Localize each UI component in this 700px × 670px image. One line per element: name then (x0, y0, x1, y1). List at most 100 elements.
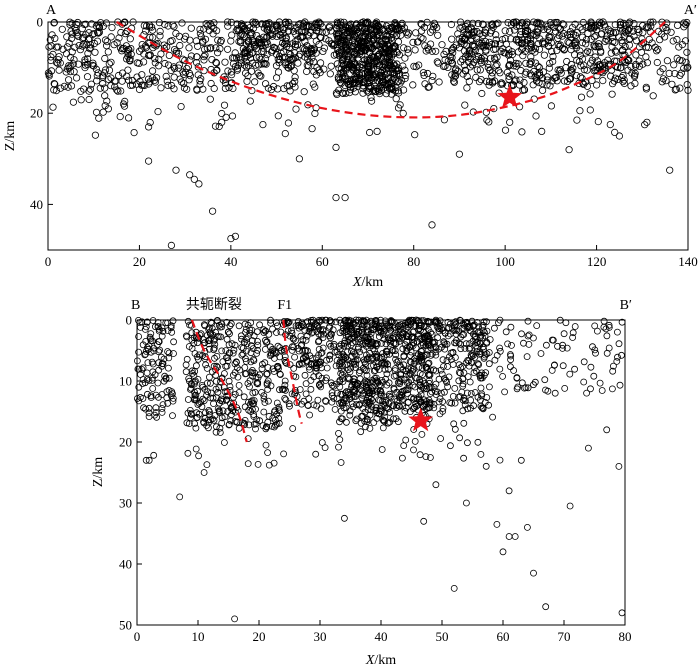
earthquake-marker (344, 80, 352, 88)
earthquake-marker (86, 85, 95, 93)
earthquake-marker (128, 81, 137, 89)
earthquake-marker (612, 48, 620, 56)
earthquake-marker (333, 32, 341, 40)
earthquake-marker (157, 84, 165, 92)
earthquake-marker (506, 363, 514, 371)
earthquake-marker (552, 73, 560, 82)
earthquake-marker (598, 30, 606, 38)
earthquake-marker (424, 317, 432, 325)
earthquake-marker (425, 338, 433, 346)
earthquake-marker (334, 46, 342, 55)
earthquake-marker (411, 357, 419, 365)
earthquake-marker (452, 320, 460, 328)
earthquake-marker (264, 449, 272, 457)
earthquake-marker (515, 81, 524, 89)
earthquake-marker (498, 80, 506, 88)
earthquake-marker (187, 386, 194, 393)
earthquake-marker (269, 82, 278, 91)
earthquake-marker (195, 351, 203, 359)
earthquake-marker (428, 77, 436, 85)
earthquake-marker (251, 41, 259, 49)
earthquake-marker (588, 56, 596, 64)
earthquake-marker (421, 351, 429, 359)
earthquake-marker (604, 37, 612, 45)
earthquake-marker (142, 456, 150, 464)
earthquake-marker (321, 316, 329, 324)
earthquake-marker (319, 47, 327, 56)
earthquake-marker (545, 64, 553, 72)
earthquake-marker (171, 64, 179, 73)
earthquake-marker (342, 354, 350, 362)
earthquake-marker (133, 357, 141, 365)
earthquake-marker (603, 332, 611, 340)
earthquake-marker (482, 318, 490, 326)
earthquake-marker (585, 444, 592, 452)
earthquake-marker (345, 23, 354, 31)
earthquake-marker (282, 61, 290, 69)
earthquake-marker (427, 366, 435, 374)
earthquake-marker (503, 82, 512, 90)
earthquake-marker (258, 60, 266, 68)
earthquake-marker (663, 26, 671, 35)
earthquake-marker (193, 414, 201, 422)
earthquake-marker (182, 361, 190, 369)
earthquake-hypocenters (44, 18, 692, 249)
earthquake-marker (388, 43, 396, 52)
earthquake-marker (359, 34, 368, 42)
earthquake-marker (373, 387, 381, 395)
earthquake-marker (265, 412, 273, 420)
earthquake-marker (201, 385, 209, 393)
earthquake-marker (336, 362, 344, 370)
earthquake-marker (524, 45, 532, 53)
y-tick-label: 10 (119, 374, 132, 389)
earthquake-marker (424, 346, 432, 354)
earthquake-marker (141, 81, 149, 90)
earthquake-marker (231, 232, 239, 240)
earthquake-marker (234, 62, 242, 70)
x-tick-label: 60 (316, 254, 329, 269)
earthquake-marker (523, 353, 531, 361)
earthquake-marker (450, 74, 458, 82)
earthquake-marker (509, 18, 517, 27)
earthquake-marker (424, 360, 432, 368)
earthquake-marker (370, 419, 378, 426)
earthquake-marker (593, 63, 601, 71)
earthquake-marker (415, 396, 423, 404)
earthquake-marker (272, 349, 280, 357)
earthquake-marker (551, 389, 559, 397)
earthquake-marker (280, 450, 288, 458)
earthquake-marker (157, 353, 165, 361)
earthquake-marker (455, 368, 463, 376)
earthquake-marker (422, 322, 430, 330)
earthquake-marker (90, 62, 98, 70)
earthquake-marker (252, 53, 261, 62)
earthquake-marker (598, 387, 606, 394)
earthquake-marker (273, 322, 281, 330)
earthquake-marker (348, 400, 356, 408)
earthquake-marker (385, 365, 392, 373)
earthquake-marker (410, 446, 417, 454)
earthquake-marker (452, 65, 460, 73)
earthquake-marker (285, 400, 293, 408)
earthquake-marker (460, 26, 468, 34)
earthquake-marker (145, 409, 153, 417)
earthquake-marker (410, 62, 418, 70)
earthquake-marker (491, 356, 499, 364)
earthquake-marker (90, 39, 99, 48)
earthquake-marker (327, 379, 335, 387)
earthquake-marker (344, 391, 352, 399)
earthquake-marker (245, 421, 253, 429)
earthquake-marker (274, 112, 282, 120)
earthquake-marker (312, 20, 320, 28)
earthquake-marker (329, 326, 337, 334)
earthquake-marker (79, 42, 87, 50)
earthquake-marker (546, 82, 554, 90)
earthquake-marker (74, 32, 82, 41)
earthquake-marker (642, 24, 650, 32)
earthquake-marker (457, 317, 464, 325)
earthquake-marker (187, 384, 195, 392)
earthquake-marker (344, 37, 353, 46)
earthquake-marker (242, 357, 250, 365)
earthquake-marker (424, 44, 432, 52)
earthquake-marker (382, 375, 390, 383)
